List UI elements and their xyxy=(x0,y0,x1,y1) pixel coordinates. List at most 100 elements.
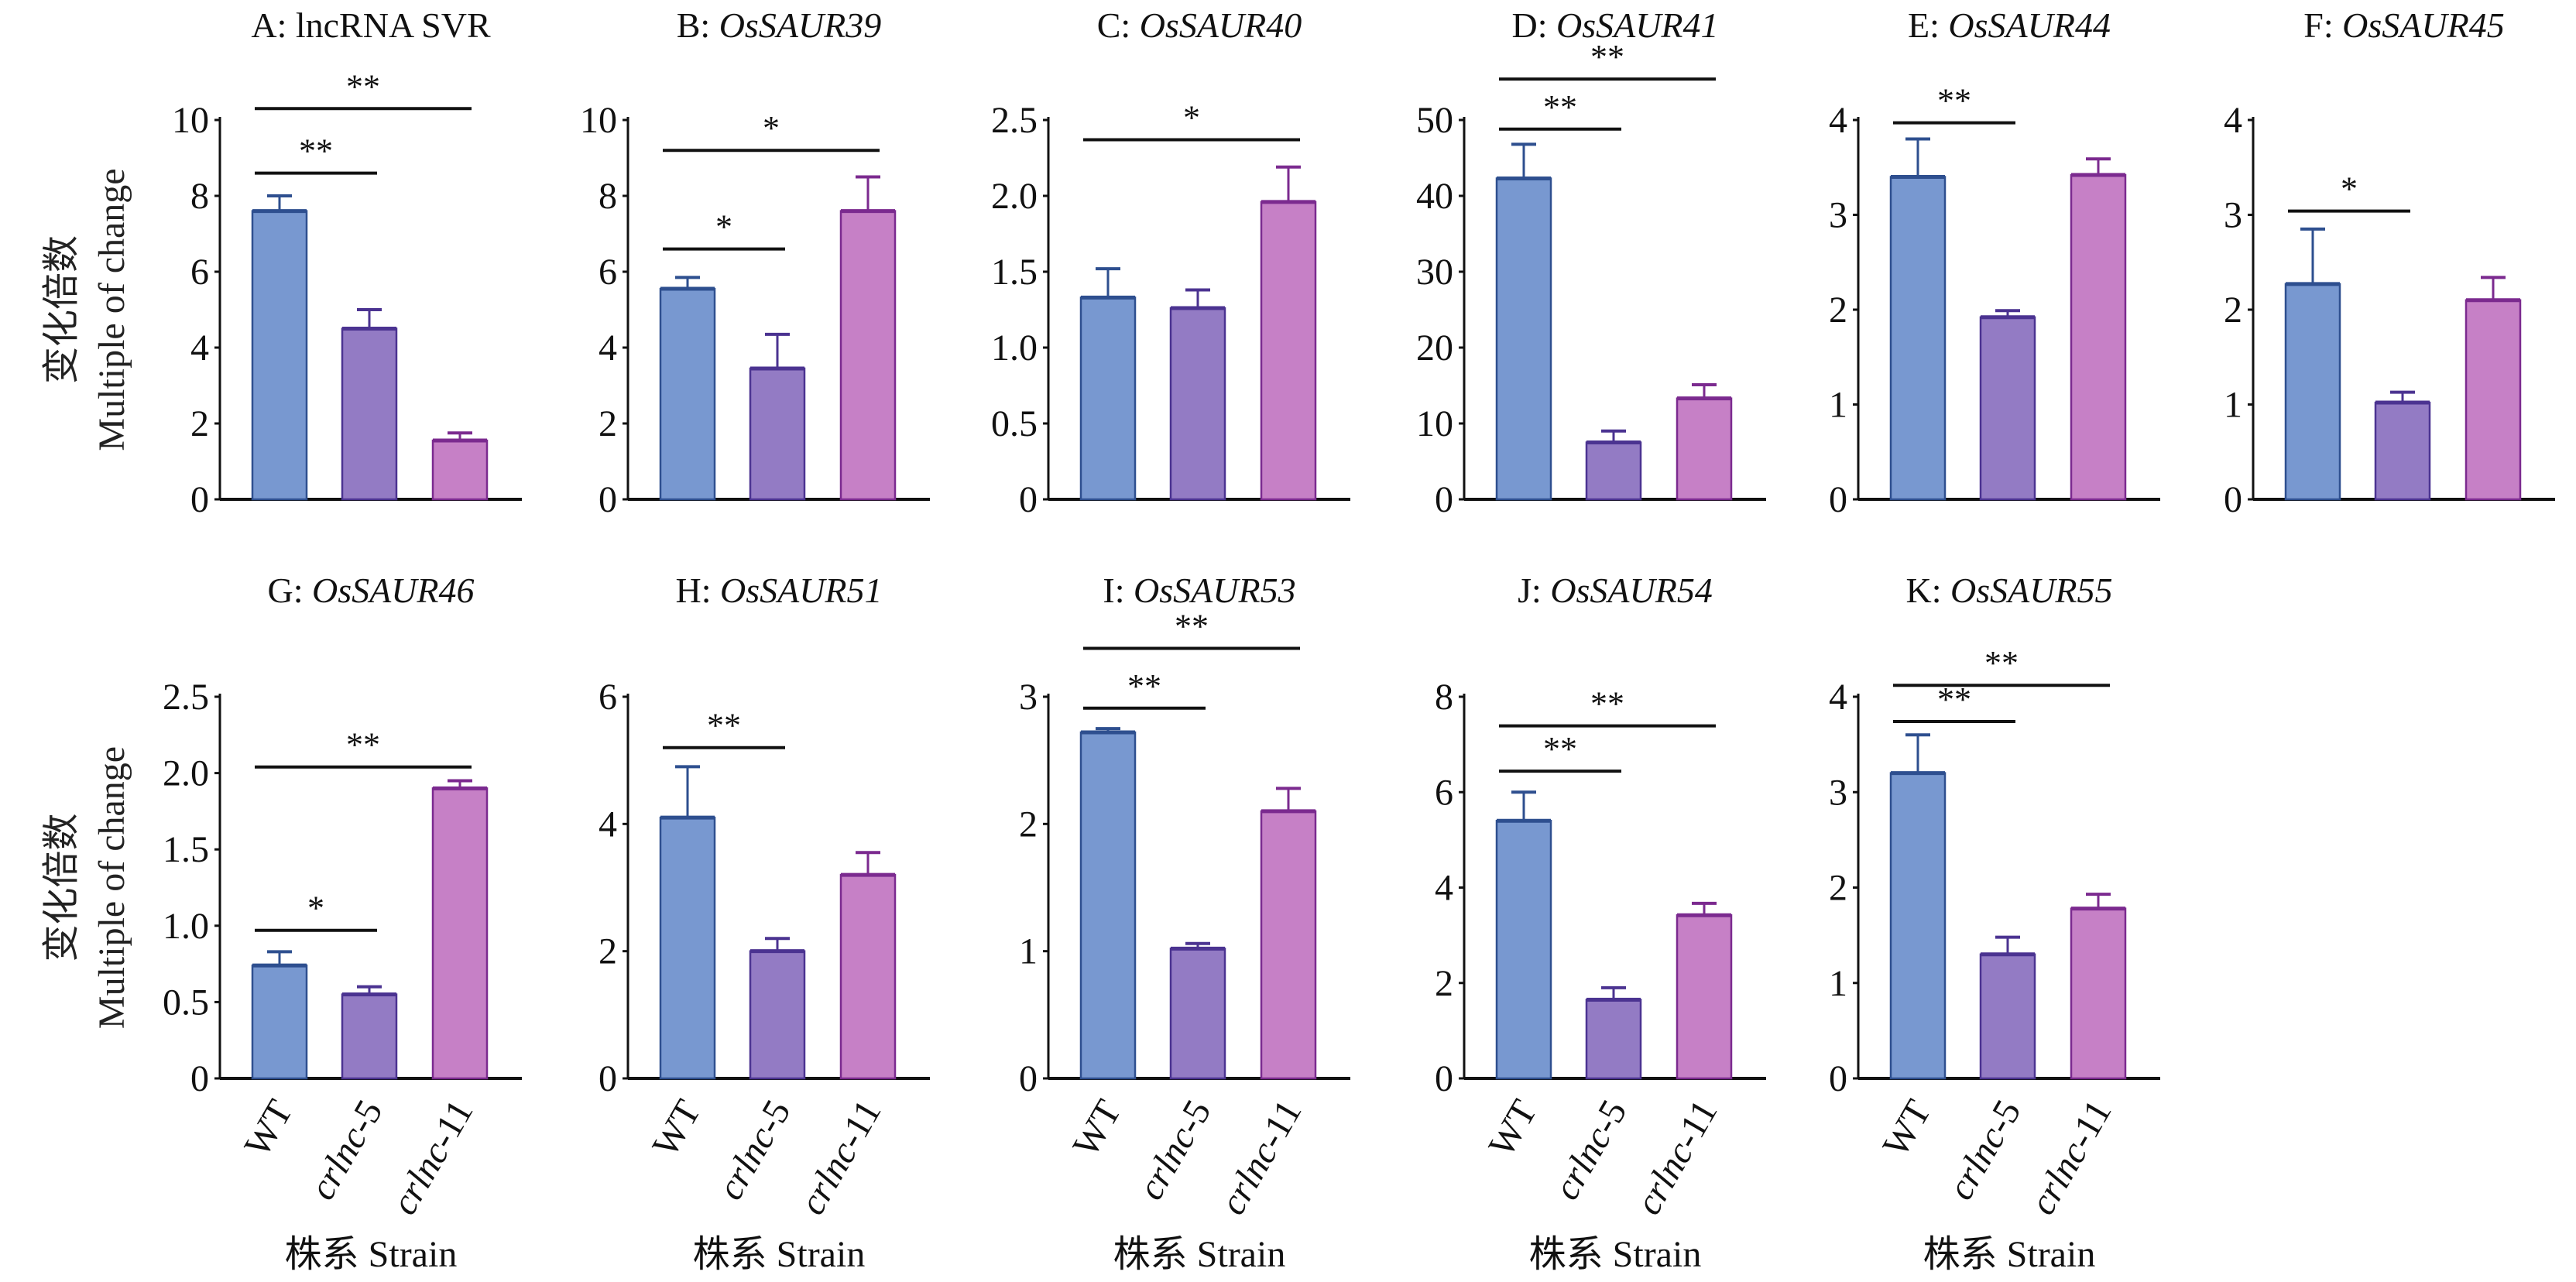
panel-title: K: OsSAUR55 xyxy=(1905,571,2112,610)
x-axis-label: 株系 Strain xyxy=(1529,1234,1702,1275)
y-tick-label: 10 xyxy=(172,100,209,141)
bar xyxy=(1585,999,1642,1080)
y-tick-label: 8 xyxy=(599,176,617,217)
panel-title-gene: OsSAUR55 xyxy=(1950,571,2113,610)
x-tick-label-plain: WT xyxy=(1875,1093,1939,1164)
panel-title-gene: OsSAUR39 xyxy=(719,5,882,45)
y-tick-label: 2.0 xyxy=(163,753,209,794)
y-tick-label: 40 xyxy=(1416,176,1453,217)
y-axis-label-zh: 变化倍数 xyxy=(41,235,82,384)
panel-e: E: OsSAUR44 0 1 2 3 4 ** xyxy=(1829,5,2160,520)
y-tick-label: 0 xyxy=(1829,479,1847,520)
significance-label: ** xyxy=(1937,82,1971,120)
y-tick-label: 2 xyxy=(1829,868,1847,909)
significance-label: ** xyxy=(1590,38,1624,76)
y-tick-label: 4 xyxy=(1435,868,1453,909)
y-tick-label: 2 xyxy=(190,403,209,444)
y-tick-label: 4 xyxy=(1829,677,1847,718)
panel-title: B: OsSAUR39 xyxy=(677,5,882,45)
y-tick-label: 1.0 xyxy=(991,327,1038,368)
y-tick-label: 30 xyxy=(1416,252,1453,293)
panel-title: G: OsSAUR46 xyxy=(267,571,474,610)
x-tick-label-plain: WT xyxy=(1065,1093,1129,1164)
bar xyxy=(1889,772,1947,1080)
bar xyxy=(1079,297,1137,501)
bar xyxy=(749,367,806,501)
panel-title: E: OsSAUR44 xyxy=(1908,5,2111,45)
y-tick-label: 2 xyxy=(1829,290,1847,331)
bar xyxy=(1079,731,1137,1080)
y-axis-label-zh: 变化倍数 xyxy=(41,813,82,962)
panel-title-gene: OsSAUR53 xyxy=(1134,571,1296,610)
y-tick-label: 0 xyxy=(190,1058,209,1099)
significance-label: * xyxy=(2341,170,2358,208)
x-tick-label: WT xyxy=(1480,1093,1545,1164)
bar xyxy=(1169,307,1226,501)
significance-label: ** xyxy=(299,132,333,170)
panel-title-letter: D: xyxy=(1511,5,1556,45)
y-tick-label: 2 xyxy=(599,403,617,444)
significance-label: ** xyxy=(1590,685,1624,723)
panel-title: D: OsSAUR41 xyxy=(1511,5,1718,45)
y-tick-label: 0 xyxy=(1435,1058,1453,1099)
y-tick-label: 4 xyxy=(190,327,209,368)
bar xyxy=(659,816,716,1080)
x-tick-label-plain: WT xyxy=(1480,1093,1545,1164)
y-tick-label: 2.5 xyxy=(163,677,209,718)
bar xyxy=(1495,177,1552,501)
panel-title-gene: OsSAUR51 xyxy=(720,571,883,610)
y-tick-label: 1 xyxy=(1829,963,1847,1004)
panel-title-letter: E: xyxy=(1908,5,1948,45)
y-tick-label: 0 xyxy=(1019,1058,1038,1099)
x-tick-label: crlnc-11 xyxy=(2022,1093,2119,1222)
y-tick-label: 1 xyxy=(2224,385,2242,426)
significance-label: ** xyxy=(1175,608,1209,646)
bar xyxy=(431,787,489,1080)
panel-title-letter: J: xyxy=(1518,571,1550,610)
y-tick-label: 6 xyxy=(1435,772,1453,813)
panel-title-gene: OsSAUR45 xyxy=(2342,5,2505,45)
y-axis-label-en: Multiple of change xyxy=(91,168,132,451)
bar xyxy=(1889,176,1947,501)
panel-title-letter: K: xyxy=(1905,571,1950,610)
panel-title-letter: A: xyxy=(251,5,296,45)
significance-label: ** xyxy=(1127,667,1161,705)
bar xyxy=(1260,810,1317,1080)
x-tick-label: WT xyxy=(1065,1093,1129,1164)
x-tick-label: crlnc-5 xyxy=(1940,1093,2029,1207)
panel-title-letter: B: xyxy=(677,5,719,45)
significance-label: ** xyxy=(1937,680,1971,718)
panel-title: H: OsSAUR51 xyxy=(675,571,882,610)
panel-title-letter: F: xyxy=(2303,5,2342,45)
y-tick-label: 2 xyxy=(2224,290,2242,331)
significance-label: ** xyxy=(346,726,380,764)
bar xyxy=(2465,299,2522,501)
significance-label: ** xyxy=(1984,644,2019,682)
panel-title-letter: I: xyxy=(1103,571,1134,610)
x-tick-label: crlnc-5 xyxy=(1545,1093,1634,1207)
y-axis-label-en: Multiple of change xyxy=(91,746,132,1029)
panel-a: A: lncRNA SVR 0 2 4 6 8 10 ** ** 变化倍数 Multiple of … xyxy=(41,5,522,520)
x-tick-label: crlnc-11 xyxy=(1628,1093,1725,1222)
bar xyxy=(251,210,308,501)
y-tick-label: 2 xyxy=(599,931,617,972)
bar xyxy=(1979,316,2036,501)
y-tick-label: 0 xyxy=(1829,1058,1847,1099)
x-tick-label-plain: WT xyxy=(644,1093,708,1164)
x-tick-label: crlnc-11 xyxy=(791,1093,889,1222)
panel-title: J: OsSAUR54 xyxy=(1518,571,1713,610)
x-tick-label: crlnc-11 xyxy=(1212,1093,1309,1222)
bar xyxy=(2284,283,2341,501)
y-tick-label: 3 xyxy=(2224,195,2242,236)
y-tick-label: 4 xyxy=(2224,100,2242,141)
bar xyxy=(1495,819,1552,1080)
panel-d: D: OsSAUR41 0 10 20 30 40 50 ** ** xyxy=(1416,5,1766,520)
y-tick-label: 10 xyxy=(1416,403,1453,444)
panel-title-gene: OsSAUR54 xyxy=(1550,571,1713,610)
y-tick-label: 50 xyxy=(1416,100,1453,141)
panel-title-letter: H: xyxy=(675,571,720,610)
significance-label: ** xyxy=(346,67,380,105)
x-axis-label: 株系 Strain xyxy=(1113,1234,1286,1275)
